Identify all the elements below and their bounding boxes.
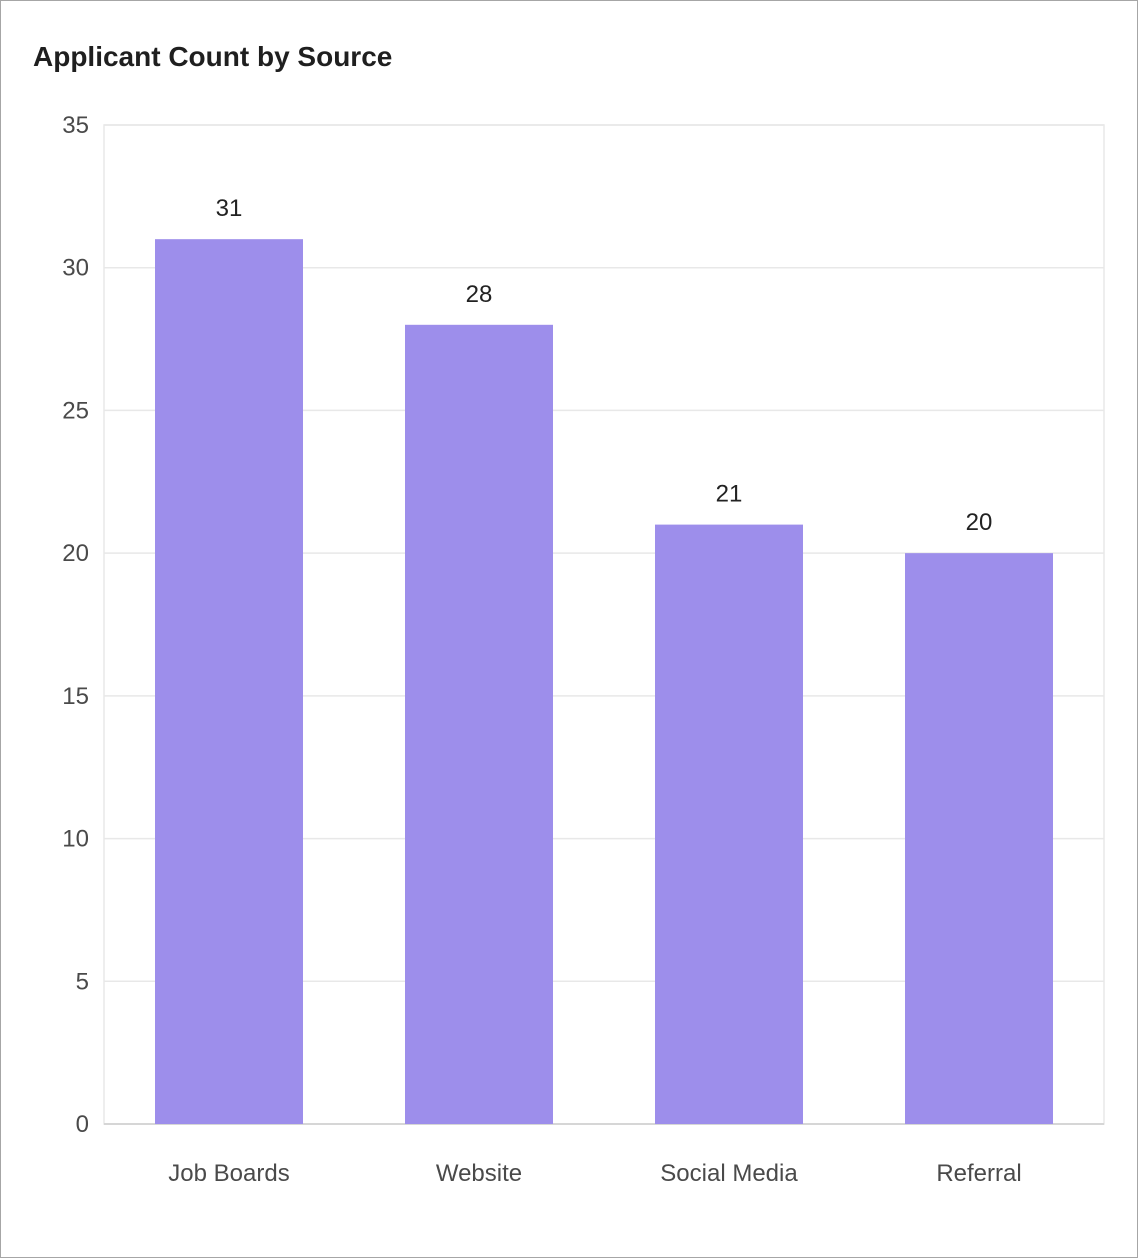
y-tick-label: 20 (62, 540, 89, 567)
y-tick-label: 30 (62, 255, 89, 282)
labels: 0 5 10 15 20 25 30 35 31 Job Boards 28 Website 21 Soc… (62, 112, 1021, 1187)
y-tick-label: 5 (76, 968, 89, 995)
y-tick-label: 10 (62, 826, 89, 853)
y-tick-label: 15 (62, 683, 89, 710)
bars (155, 239, 1053, 1124)
chart-title: Applicant Count by Source (33, 41, 393, 72)
bar-referral[interactable] (905, 553, 1053, 1124)
x-tick-label: Website (436, 1160, 522, 1187)
bar-website[interactable] (405, 324, 553, 1124)
x-tick-label: Job Boards (168, 1160, 289, 1187)
bar-social-media[interactable] (655, 524, 803, 1124)
y-tick-label: 25 (62, 397, 89, 424)
y-tick-label: 35 (62, 112, 89, 139)
bar-job-boards[interactable] (155, 239, 303, 1124)
bar-value-label: 31 (216, 195, 243, 222)
x-tick-label: Referral (936, 1160, 1021, 1187)
x-tick-label: Social Media (660, 1160, 798, 1187)
bar-value-label: 20 (966, 509, 993, 536)
bar-value-label: 28 (466, 281, 493, 308)
y-tick-label: 0 (76, 1111, 89, 1138)
bar-value-label: 21 (716, 481, 743, 508)
